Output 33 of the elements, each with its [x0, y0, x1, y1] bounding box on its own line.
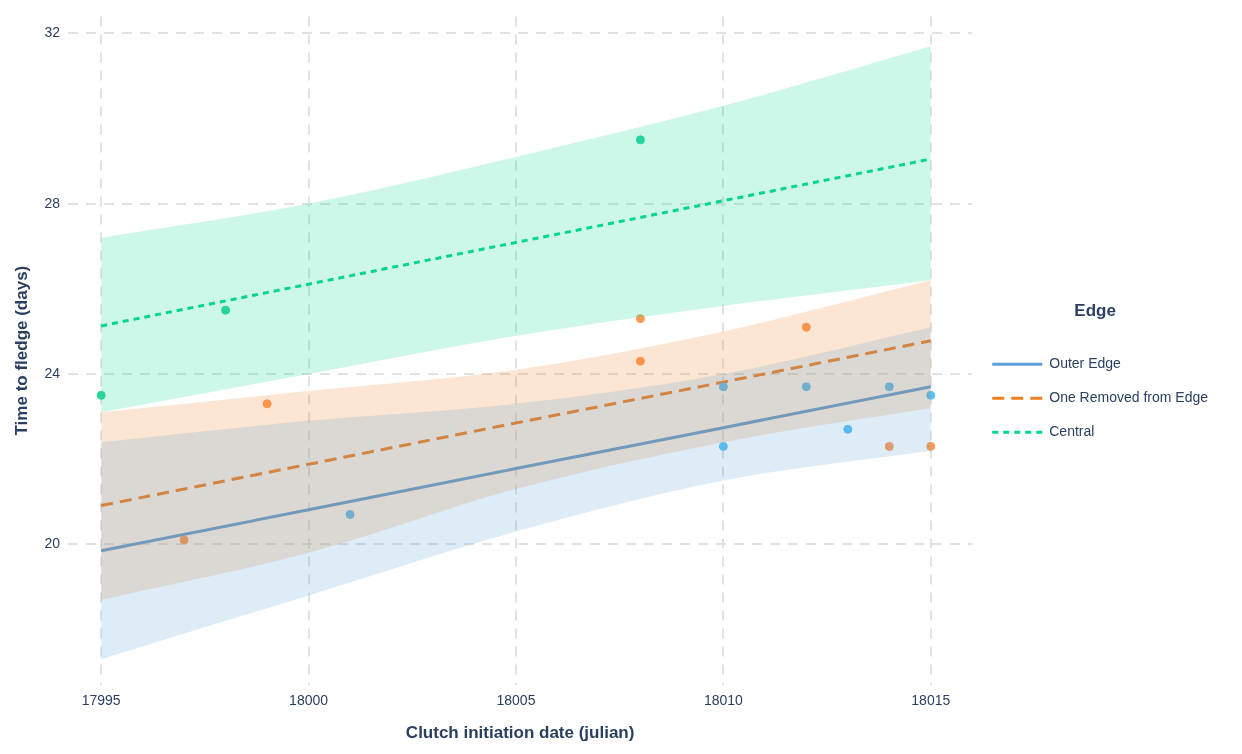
point [635, 314, 645, 324]
point [926, 390, 936, 400]
point [635, 356, 645, 366]
x-tick-label: 18010 [703, 692, 744, 709]
x-tick-label: 17995 [81, 692, 121, 709]
legend-label: One Removed from Edge [1049, 389, 1209, 406]
legend-label: Outer Edge [1049, 355, 1122, 372]
point [262, 399, 272, 409]
point [801, 322, 811, 332]
point [718, 441, 728, 451]
y-axis-title: Time to fledge (days) [11, 265, 31, 436]
point [718, 382, 728, 392]
line-series [99, 339, 933, 508]
x-tick-label: 18005 [496, 692, 536, 709]
point [801, 382, 811, 392]
x-axis-title: Clutch initiation date (julian) [405, 723, 635, 743]
x-tick-label: 18000 [289, 692, 329, 709]
y-tick-label: 32 [44, 24, 61, 41]
point [635, 135, 645, 145]
point [843, 424, 853, 434]
point [96, 390, 106, 400]
y-tick-label: 20 [44, 535, 61, 552]
point [926, 441, 936, 451]
legend-label: Central [1049, 423, 1095, 440]
point [221, 305, 231, 315]
point [179, 535, 189, 545]
legend-title: Edge [1074, 300, 1116, 320]
x-tick-label: 18015 [911, 692, 951, 709]
point [884, 382, 894, 392]
point [345, 510, 355, 520]
point [884, 441, 894, 451]
y-tick-label: 24 [44, 364, 61, 381]
y-tick-label: 28 [44, 194, 61, 211]
